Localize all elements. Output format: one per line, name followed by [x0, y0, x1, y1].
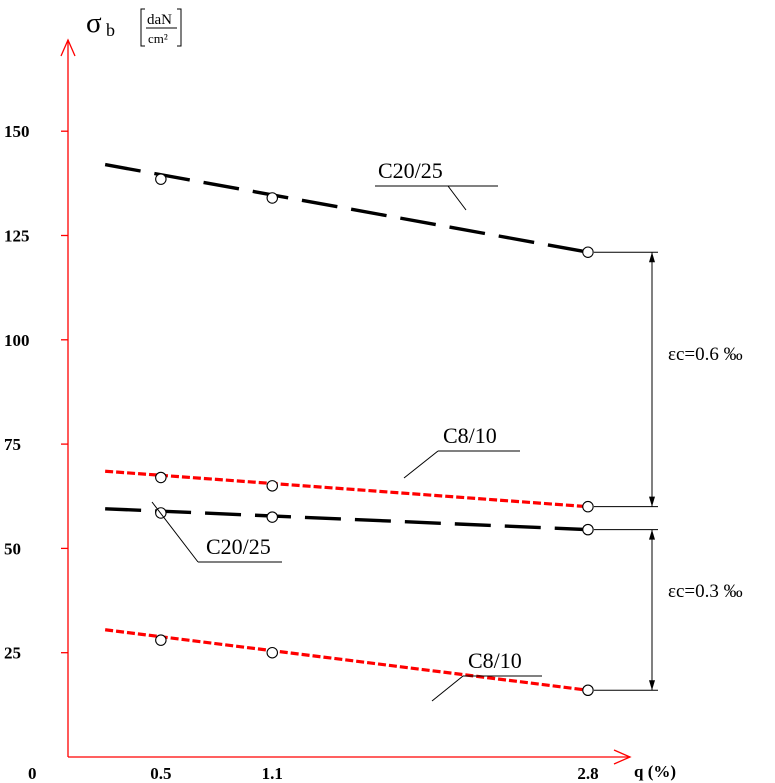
strain-labels: εc=0.6 ‰ εc=0.3 ‰ [668, 344, 743, 602]
y-tick-label: 150 [4, 122, 30, 141]
series-line-3 [104, 628, 589, 692]
y-tick-label: 100 [4, 331, 30, 350]
series-group [104, 162, 589, 692]
data-point-marker [266, 511, 279, 523]
bracket-arrow-top [649, 252, 655, 263]
y-axis-label-subscript: b [106, 20, 115, 40]
bracket-arrow-bottom [649, 680, 655, 691]
x-axis-label: q (%) [634, 762, 676, 781]
data-point-marker [266, 646, 279, 659]
bracket-arrow-bottom [649, 496, 655, 507]
data-point-marker [155, 471, 167, 484]
data-point-marker [582, 684, 594, 696]
y-axis-label-unit-denominator: cm² [148, 31, 168, 46]
strain-label-0-6: εc=0.6 ‰ [668, 344, 743, 365]
markers-group [155, 173, 594, 696]
data-point-marker [155, 634, 167, 646]
series-line-1 [105, 469, 589, 509]
axes [60, 38, 632, 765]
origin-label: 0 [28, 764, 37, 783]
x-tick-label: 1.1 [262, 764, 283, 783]
y-axis-label-bracket-left [140, 8, 145, 47]
curve-label-text: C20/25 [378, 158, 443, 183]
y-tick-label: 25 [4, 644, 21, 663]
bracket-arrow-top [649, 529, 655, 540]
brackets-group [593, 251, 658, 691]
series-line-2 [105, 507, 589, 532]
data-point-marker [266, 480, 279, 492]
x-ticks: 0.5 1.1 2.8 [150, 764, 598, 783]
curve-label-leader [431, 675, 464, 702]
y-axis-label-symbol: σ [86, 7, 102, 39]
curve-labels: C20/25 C8/10 C20/25 C8/10 [151, 158, 542, 702]
y-axis-arrow [60, 38, 76, 57]
strain-label-0-3: εc=0.3 ‰ [668, 581, 743, 602]
curve-label-c8-10-lower: C8/10 [431, 648, 542, 702]
curve-label-c20-25-lower: C20/25 [151, 501, 282, 563]
curve-label-c20-25-upper: C20/25 [375, 158, 498, 211]
data-point-marker [582, 523, 594, 536]
curve-label-leader [151, 501, 199, 563]
y-tick-label: 125 [4, 227, 30, 246]
curve-label-text: C20/25 [206, 534, 271, 559]
series-line-0 [104, 162, 589, 254]
y-axis-label: σ b daN cm² [86, 7, 182, 47]
y-axis-label-unit-numerator: daN [147, 12, 172, 28]
y-ticks: 25 50 75 100 125 150 [4, 122, 68, 663]
data-point-marker [582, 500, 594, 513]
data-point-marker [155, 173, 167, 185]
x-tick-label: 2.8 [577, 764, 598, 783]
curve-label-text: C8/10 [443, 423, 497, 448]
y-tick-label: 75 [4, 435, 21, 454]
x-axis-arrow [613, 749, 632, 765]
x-axis-label-text: q (%) [634, 762, 676, 781]
data-point-marker [266, 192, 279, 204]
curve-label-leader [447, 185, 467, 211]
data-point-marker [582, 246, 594, 258]
y-axis-label-bracket-right [177, 8, 182, 47]
x-tick-label: 0.5 [150, 764, 171, 783]
curve-label-leader [403, 450, 439, 479]
y-tick-label: 50 [4, 539, 21, 558]
curve-label-c8-10-upper: C8/10 [403, 423, 520, 479]
curve-label-text: C8/10 [468, 648, 522, 673]
